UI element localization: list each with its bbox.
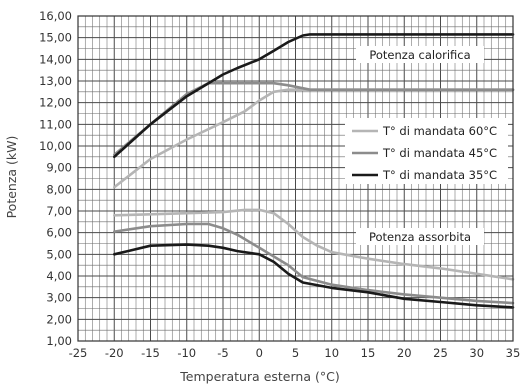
y-axis-label: Potenza (kW) [4, 136, 19, 219]
annotation-heating-text: Potenza calorifica [369, 48, 470, 62]
y-tick-label: 8,00 [46, 182, 72, 196]
annotation-absorbed-box [356, 228, 484, 245]
x-tick-label: -15 [141, 346, 160, 360]
legend-box [345, 118, 508, 184]
y-tick-label: 7,00 [46, 204, 72, 218]
legend: T° di mandata 60°C T° di mandata 45°C T°… [345, 118, 508, 184]
x-tick-label: 35 [506, 346, 521, 360]
series-lines [113, 33, 515, 309]
y-tick-label: 9,00 [46, 161, 72, 175]
y-tick-label: 5,00 [46, 247, 72, 261]
x-tick-label: 5 [292, 346, 299, 360]
y-tick-label: 16,00 [39, 9, 72, 23]
y-tick-label: 1,00 [46, 334, 72, 348]
y-tick-label: 12,00 [39, 96, 72, 110]
x-tick-label: -20 [105, 346, 124, 360]
y-tick-label: 3,00 [46, 291, 72, 305]
x-tick-label: 20 [397, 346, 412, 360]
legend-label-35: T° di mandata 35°C [382, 168, 497, 182]
x-tick-label: 25 [433, 346, 448, 360]
y-tick-label: 2,00 [46, 312, 72, 326]
y-tick-label: 4,00 [46, 269, 72, 283]
x-tick-label: -5 [217, 346, 228, 360]
series-line-absorbed-60 [113, 208, 515, 281]
annotation-absorbed-text: Potenza assorbita [369, 230, 471, 244]
legend-label-60: T° di mandata 60°C [382, 124, 497, 138]
x-tick-label: -10 [177, 346, 196, 360]
annotation-absorbed: Potenza assorbita [356, 228, 484, 245]
series-line-absorbed-45 [113, 222, 515, 305]
y-tick-label: 6,00 [46, 226, 72, 240]
plot-border [77, 15, 514, 342]
annotation-heating: Potenza calorifica [356, 46, 484, 63]
series-line-heating-35 [113, 33, 515, 159]
y-tick-label: 15,00 [39, 31, 72, 45]
x-axis-label: Temperatura esterna (°C) [179, 369, 339, 384]
x-tick-label: -25 [69, 346, 88, 360]
legend-label-45: T° di mandata 45°C [382, 146, 497, 160]
x-tick-label: 15 [361, 346, 376, 360]
x-tick-label: 10 [324, 346, 339, 360]
annotation-heating-box [356, 46, 484, 63]
x-tick-label: 0 [256, 346, 263, 360]
y-tick-label: 13,00 [39, 74, 72, 88]
x-tick-label: 30 [469, 346, 484, 360]
y-tick-label: 14,00 [39, 52, 72, 66]
tick-labels: -25 -20 -15 -10 -5 0 5 10 15 20 25 30 35 1,00 2,00 3,00… [39, 9, 520, 360]
series-line-absorbed-35 [113, 243, 515, 309]
y-tick-label: 11,00 [39, 117, 72, 131]
y-tick-label: 10,00 [39, 139, 72, 153]
plot-frame [77, 15, 514, 342]
